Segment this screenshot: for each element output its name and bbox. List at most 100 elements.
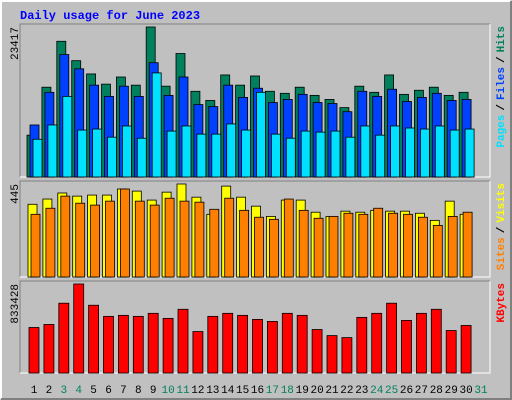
bar	[328, 215, 339, 278]
bar	[388, 212, 399, 278]
x-tick-label: 7	[120, 385, 127, 397]
bar	[162, 317, 174, 374]
bar	[147, 312, 159, 374]
bar	[149, 204, 160, 278]
bar	[432, 224, 443, 278]
bar	[300, 130, 311, 178]
bar	[209, 208, 220, 278]
bar	[239, 209, 250, 278]
legend-separator: /	[496, 56, 508, 63]
plot-border-dark	[19, 180, 490, 277]
bar	[177, 308, 189, 374]
bar	[281, 312, 293, 374]
x-tick-label: 24	[370, 385, 384, 397]
bar	[390, 125, 401, 178]
bar	[194, 201, 205, 278]
x-tick-label: 12	[191, 385, 204, 397]
bar	[375, 134, 386, 178]
x-tick-label: 18	[281, 385, 294, 397]
bar	[373, 207, 384, 278]
bar	[449, 129, 460, 178]
x-tick-label: 5	[90, 385, 97, 397]
legend: Sites / Visits	[496, 183, 508, 270]
bar	[196, 133, 207, 178]
x-tick-label: 15	[236, 385, 249, 397]
x-tick-label: 6	[105, 385, 112, 397]
x-tick-label: 29	[445, 385, 458, 397]
x-tick-label: 17	[266, 385, 279, 397]
legend-entry: Visits	[496, 183, 508, 223]
bar	[283, 198, 294, 278]
bar	[345, 136, 356, 178]
y-tick-label: 445	[10, 184, 22, 204]
bar	[417, 216, 428, 278]
bar	[401, 320, 412, 374]
bar	[341, 337, 353, 374]
bar	[132, 315, 144, 374]
bar	[88, 304, 99, 374]
bar	[226, 123, 237, 178]
bar	[252, 318, 263, 374]
bar	[254, 216, 264, 278]
bar	[164, 197, 175, 278]
bar	[62, 95, 73, 178]
bar	[462, 211, 473, 278]
bar	[224, 197, 235, 278]
x-tick-label: 28	[430, 385, 443, 397]
legend: Pages / Files / Hits	[496, 26, 508, 148]
bar	[358, 213, 369, 278]
bar	[270, 133, 281, 178]
x-tick-label: 23	[355, 385, 368, 397]
x-tick-label: 20	[310, 385, 323, 397]
bar	[75, 202, 86, 278]
bar	[211, 133, 222, 178]
x-tick-label: 1	[31, 385, 38, 397]
legend-entry: KBytes	[496, 283, 508, 323]
bar	[43, 324, 55, 374]
bar	[118, 314, 129, 374]
bar	[356, 316, 368, 374]
x-tick-label: 2	[46, 385, 53, 397]
legend: KBytes	[496, 283, 508, 323]
bar	[90, 204, 100, 278]
bar	[136, 137, 147, 178]
plot-border-light	[20, 281, 491, 374]
bar	[415, 312, 427, 374]
bar	[103, 315, 114, 374]
bar	[445, 330, 457, 374]
y-tick-label: 833428	[10, 284, 22, 324]
plot-border-dark	[19, 23, 490, 177]
legend-entry: Files	[496, 67, 508, 100]
legend-entry: Sites	[496, 237, 508, 270]
bar	[92, 128, 102, 178]
bar	[134, 200, 145, 278]
bar	[256, 91, 266, 178]
x-tick-label: 14	[221, 385, 235, 397]
bar	[268, 218, 279, 278]
bar	[460, 325, 472, 374]
bar	[105, 200, 115, 278]
bar	[330, 130, 341, 178]
legend-separator: /	[496, 226, 508, 233]
bar	[120, 188, 130, 278]
bar	[326, 335, 338, 374]
bar	[181, 125, 192, 178]
bar	[447, 215, 458, 278]
x-tick-label: 25	[385, 385, 398, 397]
x-tick-label: 3	[60, 385, 67, 397]
bar	[28, 327, 40, 374]
legend-entry: Pages	[496, 115, 508, 148]
bar	[60, 195, 71, 278]
legend-separator: /	[496, 104, 508, 111]
bar	[47, 124, 58, 178]
bar	[285, 137, 296, 178]
bar	[77, 129, 88, 178]
x-tick-label: 27	[415, 385, 428, 397]
bar	[107, 136, 117, 178]
bar	[58, 302, 70, 374]
bar	[296, 314, 308, 374]
x-tick-label: 26	[400, 385, 413, 397]
